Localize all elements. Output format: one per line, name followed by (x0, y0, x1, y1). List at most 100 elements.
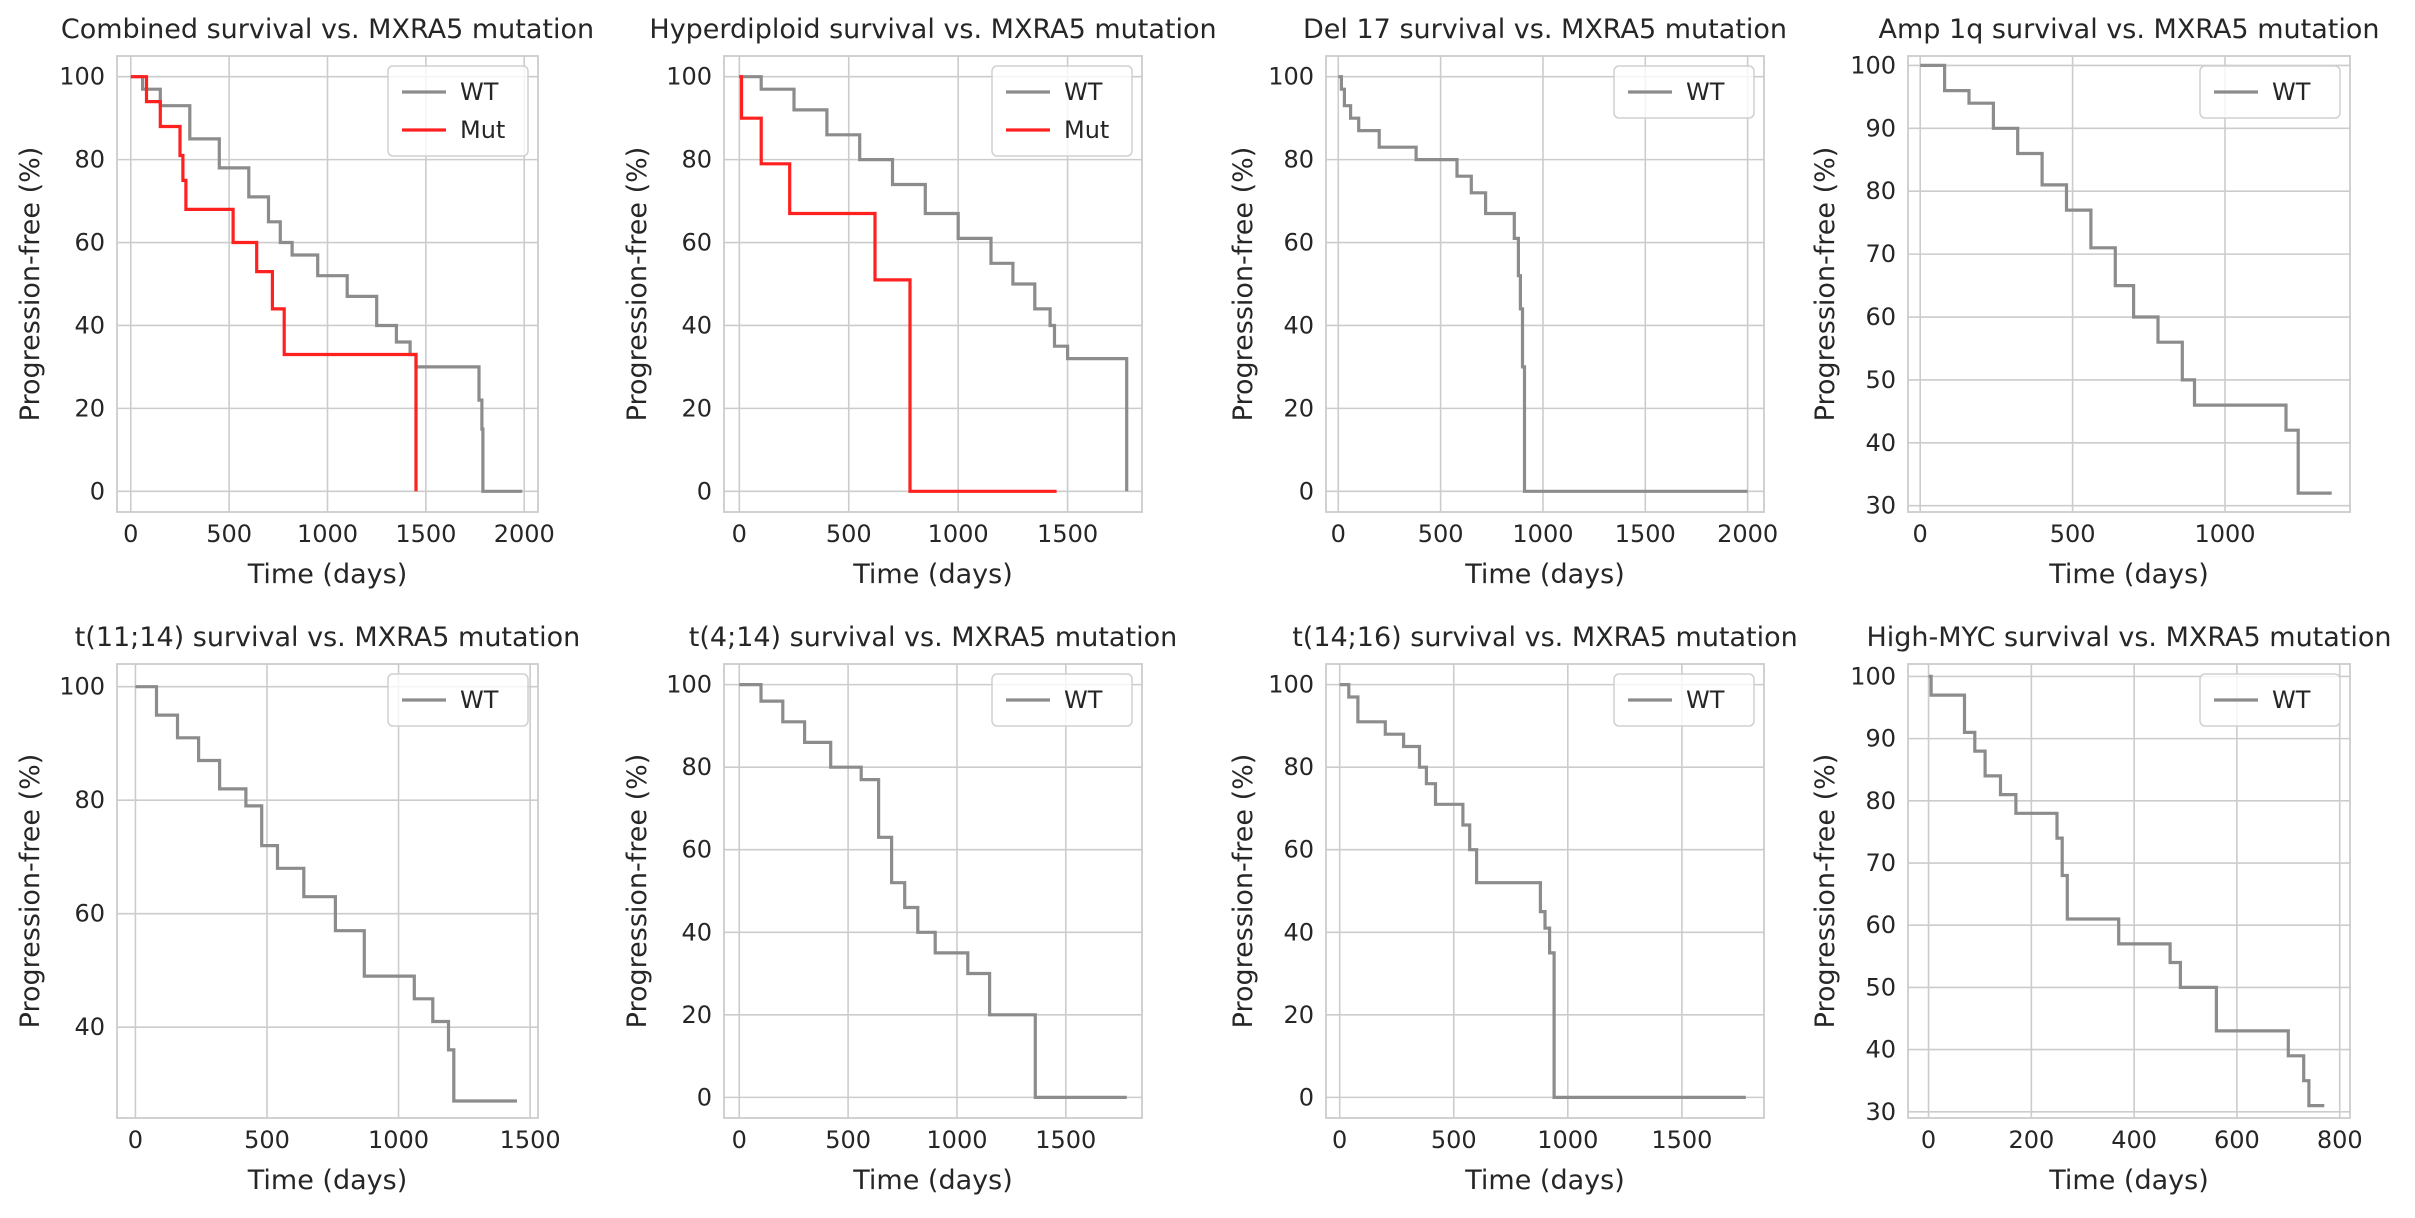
legend-box (2199, 65, 2341, 119)
plot-frame (1325, 55, 1765, 513)
y-axis-label: Progression-free (%) (1228, 754, 1259, 1029)
legend-label: WT (2272, 686, 2311, 714)
y-tick-label: 20 (681, 394, 712, 422)
chart-title: Del 17 survival vs. MXRA5 mutation (1303, 14, 1787, 45)
x-tick-label: 1500 (1651, 1126, 1712, 1154)
plot-frame (723, 55, 1143, 513)
x-tick-label: 500 (1431, 1126, 1477, 1154)
y-tick-label: 20 (1283, 1001, 1314, 1029)
y-tick-label: 90 (1865, 725, 1896, 753)
y-tick-label: 20 (681, 1001, 712, 1029)
y-tick-label: 40 (681, 311, 712, 339)
y-axis-label: Progression-free (%) (15, 754, 46, 1029)
legend-label: WT (460, 78, 499, 106)
y-tick-label: 60 (1283, 229, 1314, 257)
y-tick-label: 100 (1268, 63, 1314, 91)
x-tick-label: 2000 (494, 520, 555, 548)
x-tick-label: 1500 (1035, 1126, 1096, 1154)
y-tick-label: 60 (74, 900, 105, 928)
y-tick-label: 30 (1865, 1098, 1896, 1126)
legend-box (991, 65, 1133, 157)
legend-label: WT (460, 686, 499, 714)
x-tick-label: 1000 (297, 520, 358, 548)
legend-box (387, 65, 529, 157)
x-axis-label: Time (days) (852, 559, 1012, 590)
legend-label: Mut (1064, 116, 1109, 144)
x-tick-label: 500 (825, 1126, 871, 1154)
plot-frame (116, 663, 539, 1119)
series-line-mut (130, 75, 418, 492)
y-tick-label: 30 (1865, 492, 1896, 520)
series-line-wt (739, 683, 1127, 1099)
y-tick-label: 50 (1865, 973, 1896, 1001)
x-axis-label: Time (days) (2048, 1165, 2208, 1196)
y-tick-label: 80 (1865, 787, 1896, 815)
y-tick-label: 0 (697, 1083, 712, 1111)
y-tick-label: 100 (666, 671, 712, 699)
chart-title: t(4;14) survival vs. MXRA5 mutation (689, 622, 1177, 653)
y-tick-label: 20 (74, 394, 105, 422)
y-tick-label: 80 (74, 786, 105, 814)
x-axis-label: Time (days) (852, 1165, 1012, 1196)
legend-label: WT (1064, 78, 1103, 106)
y-tick-label: 100 (59, 63, 105, 91)
y-tick-label: 50 (1865, 366, 1896, 394)
x-axis-label: Time (days) (1464, 1165, 1624, 1196)
y-tick-label: 60 (681, 836, 712, 864)
plot-frame (1907, 663, 2351, 1119)
plot-frame (723, 663, 1143, 1119)
x-tick-label: 500 (826, 520, 872, 548)
x-tick-label: 1000 (1537, 1126, 1598, 1154)
y-tick-label: 80 (1865, 177, 1896, 205)
series-line-wt (130, 75, 523, 493)
y-tick-label: 0 (697, 477, 712, 505)
x-tick-label: 600 (2214, 1126, 2260, 1154)
y-tick-label: 60 (1283, 836, 1314, 864)
x-tick-label: 1000 (2194, 520, 2255, 548)
y-tick-label: 20 (1283, 394, 1314, 422)
y-tick-label: 100 (1850, 662, 1896, 690)
y-tick-label: 40 (681, 918, 712, 946)
y-tick-label: 80 (74, 146, 105, 174)
y-tick-label: 80 (681, 146, 712, 174)
x-tick-label: 1500 (500, 1126, 561, 1154)
x-tick-label: 0 (128, 1126, 143, 1154)
x-tick-label: 0 (1332, 1126, 1347, 1154)
x-tick-label: 1500 (1615, 520, 1676, 548)
y-tick-label: 90 (1865, 114, 1896, 142)
y-tick-label: 40 (74, 311, 105, 339)
series-line-wt (1338, 75, 1748, 493)
legend-box (1613, 673, 1755, 727)
legend-label: WT (1064, 686, 1103, 714)
y-tick-label: 80 (681, 753, 712, 781)
y-tick-label: 70 (1865, 240, 1896, 268)
x-tick-label: 0 (732, 1126, 747, 1154)
x-axis-label: Time (days) (2048, 559, 2208, 590)
plot-frame (1907, 55, 2351, 513)
x-tick-label: 200 (2008, 1126, 2054, 1154)
y-tick-label: 0 (90, 477, 105, 505)
x-tick-label: 1000 (926, 1126, 987, 1154)
legend-label: WT (1686, 686, 1725, 714)
plot-frame (1325, 663, 1765, 1119)
y-tick-label: 40 (1865, 1036, 1896, 1064)
x-tick-label: 1000 (1512, 520, 1573, 548)
y-tick-label: 60 (681, 229, 712, 257)
chart-title: Hyperdiploid survival vs. MXRA5 mutation (649, 14, 1216, 45)
y-tick-label: 0 (1299, 477, 1314, 505)
x-tick-label: 1000 (368, 1126, 429, 1154)
y-axis-label: Progression-free (%) (1810, 147, 1841, 422)
series-line-wt (739, 75, 1129, 492)
y-tick-label: 100 (1850, 51, 1896, 79)
y-axis-label: Progression-free (%) (622, 754, 653, 1029)
y-tick-label: 60 (1865, 303, 1896, 331)
y-tick-label: 40 (1283, 918, 1314, 946)
legend-label: WT (2272, 78, 2311, 106)
y-tick-label: 100 (59, 673, 105, 701)
series-line-wt (1928, 674, 2325, 1108)
